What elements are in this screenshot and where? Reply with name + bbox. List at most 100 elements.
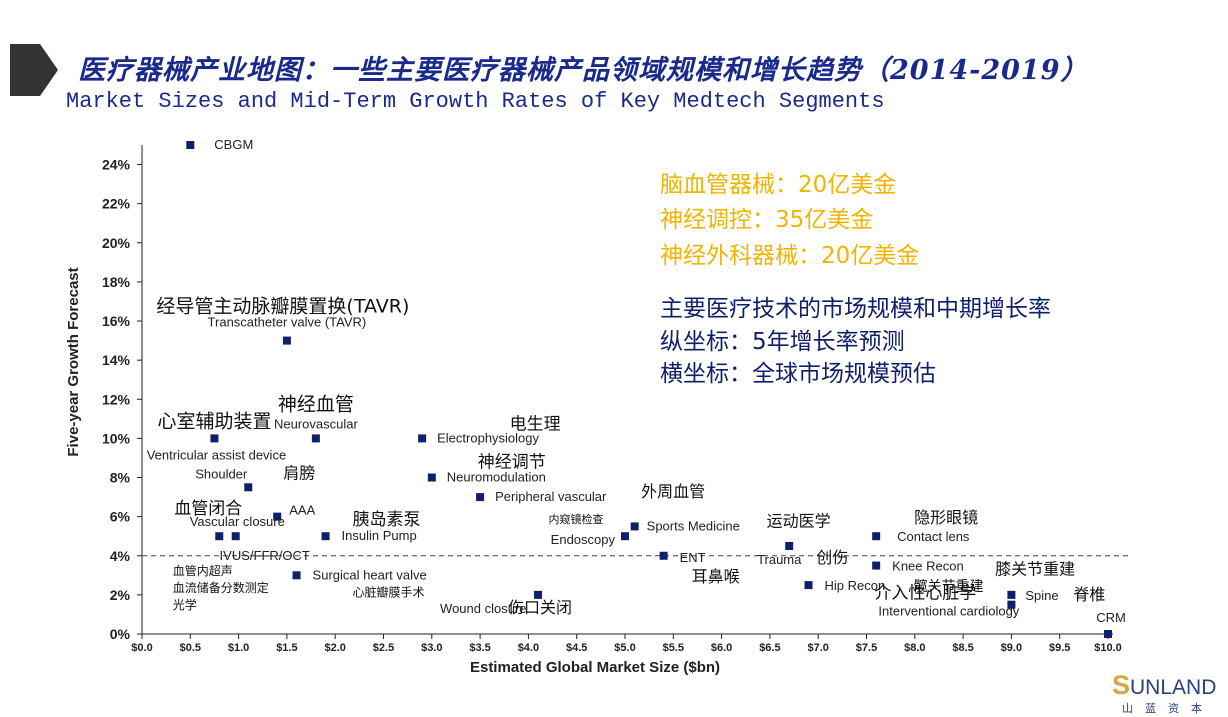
data-point-cn-label: 心室辅助装置 [157, 410, 271, 432]
data-point-label: IVUS/FFR/OCT [220, 548, 310, 563]
data-point-marker [872, 562, 880, 570]
data-point-label: CBGM [214, 137, 253, 152]
data-point-marker [293, 571, 301, 579]
data-point-marker [210, 434, 218, 442]
data-point-cn-label: 内窥镜检查 [549, 512, 604, 526]
data-point-cn-label: 神经血管 [278, 393, 354, 415]
data-point-cn-label: 创伤 [816, 548, 848, 567]
data-point-marker [244, 483, 252, 491]
note-neurosurgery: 神经外科器械：20亿美金 [660, 236, 919, 270]
x-tick-label: $8.0 [904, 642, 925, 654]
data-point-label: Shoulder [195, 466, 248, 481]
data-point-marker [312, 434, 320, 442]
x-tick-label: $1.0 [228, 642, 249, 654]
data-point-cn-label: 伤口关闭 [508, 598, 572, 617]
y-tick-label: 14% [102, 352, 131, 368]
x-tick-label: $4.5 [566, 642, 587, 654]
y-tick-label: 24% [102, 157, 131, 173]
x-tick-label: $1.5 [276, 642, 297, 654]
data-point-label: Knee Recon [892, 559, 964, 574]
sunland-logo: SUNLAND 山蓝资本 [1112, 670, 1224, 715]
data-point-label: Neurovascular [274, 416, 358, 431]
data-point-marker [785, 542, 793, 550]
x-tick-label: $3.0 [421, 642, 442, 654]
y-tick-label: 10% [102, 430, 131, 446]
x-tick-label: $5.5 [663, 642, 684, 654]
data-point-marker [322, 532, 330, 540]
x-tick-label: $7.5 [856, 642, 877, 654]
x-tick-label: $2.5 [373, 642, 394, 654]
y-tick-label: 12% [102, 391, 131, 407]
data-point-label: ENT [680, 550, 706, 565]
y-tick-label: 0% [110, 626, 131, 642]
data-point-marker [1104, 630, 1112, 638]
data-point-cn-label: 光学 [173, 597, 197, 612]
x-tick-label: $2.0 [324, 642, 345, 654]
x-tick-label: $10.0 [1094, 642, 1122, 654]
data-point-cn-label: 运动医学 [767, 511, 831, 530]
data-point-cn-label: 隐形眼镜 [914, 508, 978, 527]
data-point-cn-label: 血管内超声 [173, 563, 233, 578]
data-point-cn-label: 脊椎 [1073, 585, 1105, 604]
data-point-cn-label: 外周血管 [641, 482, 705, 501]
data-point-label: Spine [1025, 588, 1058, 603]
data-point-cn-label: 电生理 [510, 414, 561, 434]
data-point-marker [1007, 591, 1015, 599]
data-point-cn-label: 介入性心脏学 [874, 584, 976, 604]
data-point-cn-label: 耳鼻喉 [692, 567, 740, 586]
x-tick-label: $0.5 [180, 642, 201, 654]
y-tick-label: 18% [102, 274, 131, 290]
note-chart-description: 主要医疗技术的市场规模和中期增长率 [660, 289, 1051, 323]
data-point-marker [621, 532, 629, 540]
y-tick-label: 2% [110, 587, 131, 603]
x-tick-label: $0.0 [131, 642, 152, 654]
y-tick-label: 16% [102, 313, 131, 329]
data-point-cn-label: 心脏瓣膜手术 [353, 584, 425, 599]
x-tick-label: $5.0 [614, 642, 635, 654]
data-point-label: Ventricular assist device [147, 447, 286, 462]
y-tick-label: 6% [110, 509, 131, 525]
x-tick-label: $9.0 [1001, 642, 1022, 654]
data-point-label: AAA [289, 503, 315, 518]
x-axis-title: Estimated Global Market Size ($bn) [470, 659, 720, 676]
data-point-cn-label: 胰岛素泵 [353, 510, 421, 530]
x-tick-label: $6.5 [759, 642, 780, 654]
data-point-label: Endoscopy [551, 532, 616, 547]
data-point-cn-label: 血管闭合 [174, 499, 242, 519]
data-point-label: CRM [1096, 610, 1126, 625]
x-tick-label: $9.5 [1049, 642, 1070, 654]
data-point-label: Surgical heart valve [313, 567, 427, 582]
data-point-marker [186, 141, 194, 149]
data-point-label: Interventional cardiology [878, 604, 1019, 619]
y-tick-label: 8% [110, 470, 131, 486]
data-point-cn-label: 经导管主动脉瓣膜置换(TAVR) [156, 296, 409, 318]
y-tick-label: 4% [110, 548, 131, 564]
x-tick-label: $3.5 [469, 642, 490, 654]
y-axis-title: Five-year Growth Forecast [65, 267, 82, 456]
data-point-label: Sports Medicine [647, 518, 740, 533]
data-point-marker [215, 532, 223, 540]
x-tick-label: $8.5 [952, 642, 973, 654]
data-point-cn-label: 肩膀 [283, 463, 315, 482]
data-point-cn-label: 膝关节重建 [995, 560, 1075, 579]
data-point-cn-label: 神经调节 [478, 453, 546, 473]
data-point-marker [660, 552, 668, 560]
x-tick-label: $4.0 [518, 642, 539, 654]
note-y-axis: 纵坐标：5年增长率预测 [660, 322, 905, 356]
data-point-marker [631, 522, 639, 530]
data-point-label: Insulin Pump [342, 528, 417, 543]
data-point-marker [418, 434, 426, 442]
note-neuromodulation: 神经调控：35亿美金 [660, 200, 873, 234]
data-point-label: Trauma [757, 552, 802, 567]
data-point-marker [232, 532, 240, 540]
y-tick-label: 20% [102, 235, 131, 251]
y-tick-label: 22% [102, 196, 131, 212]
note-x-axis: 横坐标：全球市场规模预估 [660, 354, 936, 388]
x-tick-label: $6.0 [711, 642, 732, 654]
data-point-marker [872, 532, 880, 540]
data-point-marker [476, 493, 484, 501]
data-point-label: Peripheral vascular [495, 489, 607, 504]
note-cerebrovascular: 脑血管器械：20亿美金 [660, 165, 896, 199]
data-point-cn-label: 血流储备分数测定 [173, 580, 269, 595]
x-tick-label: $7.0 [807, 642, 828, 654]
